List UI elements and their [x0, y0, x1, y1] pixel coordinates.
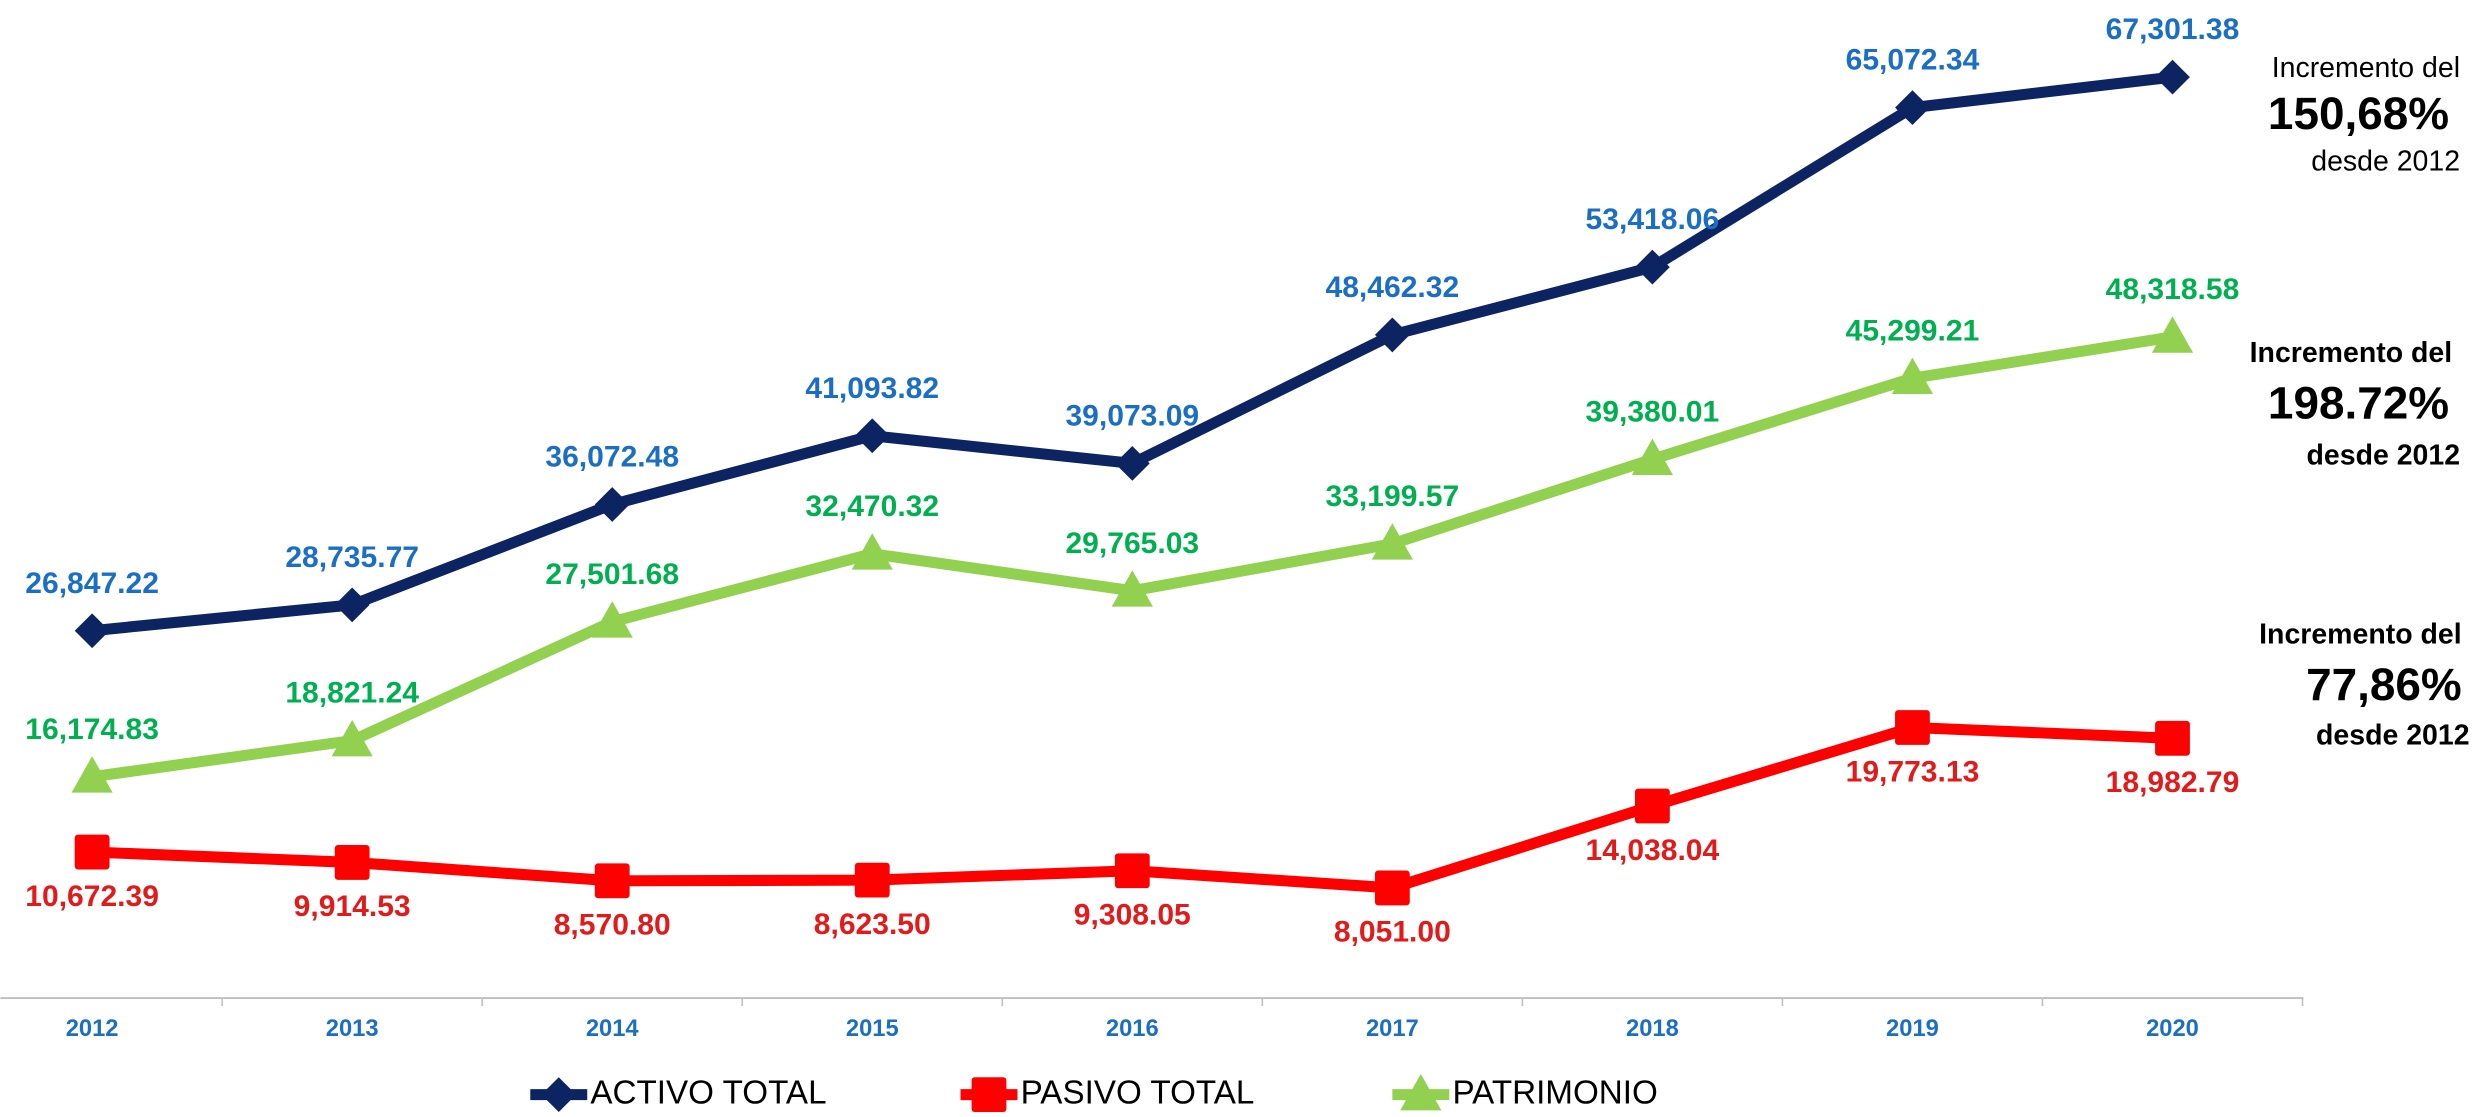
marker [1114, 853, 1150, 889]
value-label: 19,773.13 [1846, 755, 1980, 788]
marker [1374, 317, 1410, 353]
annotation-text: Incremento del [2272, 52, 2460, 84]
marker [971, 1077, 1007, 1112]
series: 26,847.22 28,735.77 36,072.48 41,093.82 39,0… [25, 13, 2240, 649]
marker [594, 863, 630, 899]
value-label: 18,821.24 [285, 677, 419, 710]
value-label: 18,982.79 [2106, 766, 2240, 799]
value-label: 36,072.48 [545, 441, 679, 474]
marker [74, 613, 110, 649]
value-label: 8,623.50 [814, 908, 931, 941]
value-label: 39,380.01 [1586, 395, 1720, 428]
x-tick-label: 2013 [326, 1016, 379, 1042]
legend-item: PATRIMONIO [1392, 1074, 1658, 1111]
value-label: 9,308.05 [1074, 899, 1191, 932]
annotation-text: desde 2012 [2307, 440, 2461, 472]
x-tick-label: 2012 [66, 1016, 119, 1042]
annotation-text: Incremento del [2259, 618, 2462, 650]
x-tick-label: 2020 [2146, 1016, 2199, 1042]
marker [1631, 438, 1673, 476]
annotation-text: Incremento del [2250, 337, 2453, 369]
legend-label: ACTIVO TOTAL [590, 1074, 826, 1111]
x-tick-label: 2016 [1106, 1016, 1159, 1042]
marker [1891, 357, 1934, 395]
x-tick-label: 2014 [586, 1016, 640, 1042]
annotation-value: 77,86% [2306, 658, 2462, 710]
value-label: 53,418.06 [1586, 203, 1720, 236]
marker [331, 719, 373, 757]
marker [2155, 720, 2190, 756]
value-label: 16,174.83 [25, 713, 159, 746]
marker [854, 418, 890, 454]
x-tick-label: 2019 [1886, 1016, 1939, 1042]
x-tick-label: 2015 [846, 1016, 899, 1042]
marker [1111, 570, 1153, 607]
annotation: Incremento del 150,68% desde 2012 [2268, 52, 2460, 177]
legend-item: PASIVO TOTAL [960, 1074, 1255, 1112]
value-label: 27,501.68 [545, 558, 679, 591]
value-label: 8,051.00 [1334, 916, 1451, 949]
marker [1374, 870, 1410, 906]
value-label: 48,462.32 [1326, 271, 1460, 304]
marker [71, 756, 113, 793]
marker [541, 1077, 577, 1112]
series: 16,174.83 18,821.24 27,501.68 32,470.32 29,7… [25, 273, 2239, 793]
marker [851, 533, 893, 570]
marker [2155, 59, 2190, 95]
annotation: Incremento del 198.72% desde 2012 [2250, 337, 2460, 472]
marker [74, 834, 110, 870]
value-label: 39,073.09 [1065, 399, 1199, 432]
value-label: 48,318.58 [2106, 273, 2240, 306]
value-label: 29,765.03 [1065, 527, 1199, 560]
legend-label: PASIVO TOTAL [1021, 1074, 1255, 1111]
legend-item: ACTIVO TOTAL [530, 1074, 827, 1112]
marker [334, 845, 370, 880]
marker [1114, 446, 1150, 481]
marker [1400, 1074, 1442, 1111]
marker [854, 862, 890, 898]
marker [334, 587, 370, 623]
value-label: 9,914.53 [294, 890, 411, 923]
value-label: 32,470.32 [805, 490, 939, 523]
value-label: 26,847.22 [25, 567, 159, 600]
x-tick-label: 2017 [1366, 1016, 1419, 1042]
value-label: 41,093.82 [805, 372, 939, 405]
value-label: 28,735.77 [285, 541, 419, 574]
marker [591, 601, 633, 638]
annotation-value: 198.72% [2268, 377, 2449, 429]
legend-label: PATRIMONIO [1452, 1074, 1657, 1111]
value-label: 8,570.80 [554, 909, 671, 942]
series: 10,672.39 9,914.53 8,570.80 8,623.50 9,308.0… [25, 710, 2239, 949]
value-label: 10,672.39 [25, 880, 159, 913]
annotation-value: 150,68% [2268, 87, 2449, 139]
marker [594, 487, 630, 522]
value-label: 65,072.34 [1846, 44, 1980, 77]
value-label: 33,199.57 [1326, 480, 1460, 513]
marker [1895, 90, 1930, 126]
marker [1895, 710, 1930, 745]
x-tick-label: 2018 [1626, 1016, 1679, 1042]
marker [1634, 249, 1670, 285]
marker [1634, 788, 1670, 824]
annotation-text: desde 2012 [2311, 145, 2460, 177]
marker [2151, 316, 2194, 353]
marker [1371, 523, 1413, 560]
value-label: 45,299.21 [1846, 314, 1980, 347]
value-label: 67,301.38 [2106, 13, 2240, 46]
annotation: Incremento del 77,86% desde 2012 [2259, 618, 2469, 751]
value-label: 14,038.04 [1586, 834, 1720, 867]
annotation-text: desde 2012 [2316, 720, 2470, 752]
